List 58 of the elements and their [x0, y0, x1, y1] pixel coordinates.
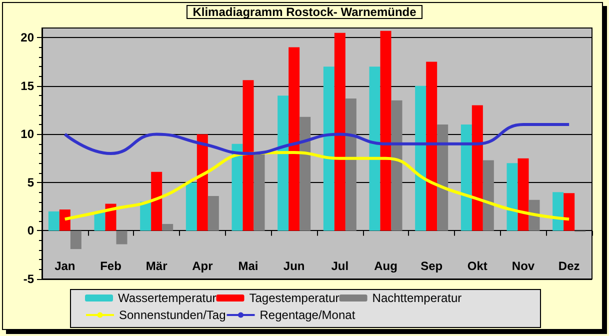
bar	[518, 158, 529, 231]
bar	[369, 66, 380, 231]
bar	[506, 163, 518, 231]
bar	[116, 230, 128, 244]
line-series	[63, 151, 571, 221]
bar	[552, 192, 564, 231]
bar	[460, 124, 472, 231]
legend-label: Sonnenstunden/Tag	[119, 308, 226, 322]
chart-title: Klimadiagramm Rostock- Warnemünde	[192, 5, 417, 19]
bar	[564, 193, 575, 231]
bar	[278, 96, 289, 231]
bar	[151, 172, 162, 231]
legend-label: Tagestemperatur	[249, 291, 340, 305]
x-tick-label: Mär	[146, 259, 168, 273]
x-tick-label: Jun	[283, 259, 305, 273]
x-tick-label: Sep	[420, 259, 443, 273]
bar	[254, 154, 265, 231]
bar	[334, 32, 346, 231]
y-tick-label: -5	[23, 272, 34, 286]
bar	[380, 30, 392, 231]
bar	[415, 86, 426, 231]
bar	[208, 196, 219, 231]
bar	[323, 66, 334, 231]
legend-label: Nachttemperatur	[372, 291, 462, 305]
legend-label: Wassertemperatur	[118, 291, 216, 305]
x-tick-label: Aug	[374, 259, 398, 273]
bar	[140, 202, 152, 231]
bar	[162, 224, 174, 231]
bar	[196, 134, 208, 231]
bar	[288, 47, 300, 231]
line-series	[63, 123, 571, 155]
bar	[59, 209, 70, 231]
y-tick-label: 0	[27, 224, 34, 238]
bar	[186, 182, 197, 231]
bar	[70, 230, 82, 250]
y-tick-label: 20	[20, 30, 34, 45]
x-tick-label: Jan	[54, 259, 76, 273]
y-tick-label: 10	[20, 127, 34, 142]
y-tick-label: 15	[20, 78, 34, 93]
bar	[300, 116, 311, 231]
x-tick-label: Dez	[558, 259, 580, 273]
bar	[391, 100, 402, 231]
x-tick-label: Nov	[512, 259, 535, 273]
bar	[437, 124, 448, 231]
x-tick-label: Okt	[467, 259, 488, 273]
x-tick-label: Apr	[192, 259, 214, 273]
x-tick-label: Feb	[100, 259, 122, 273]
y-tick-label: 5	[27, 175, 34, 190]
bar	[482, 160, 494, 231]
x-tick-label: Mai	[238, 259, 258, 273]
x-tick-label: Jul	[331, 259, 349, 273]
bar	[472, 105, 483, 231]
bar	[242, 80, 254, 231]
bar	[345, 98, 356, 231]
bar	[48, 211, 60, 231]
bar	[426, 62, 438, 231]
bar	[232, 144, 243, 231]
legend-label: Regentage/Monat	[260, 308, 356, 322]
